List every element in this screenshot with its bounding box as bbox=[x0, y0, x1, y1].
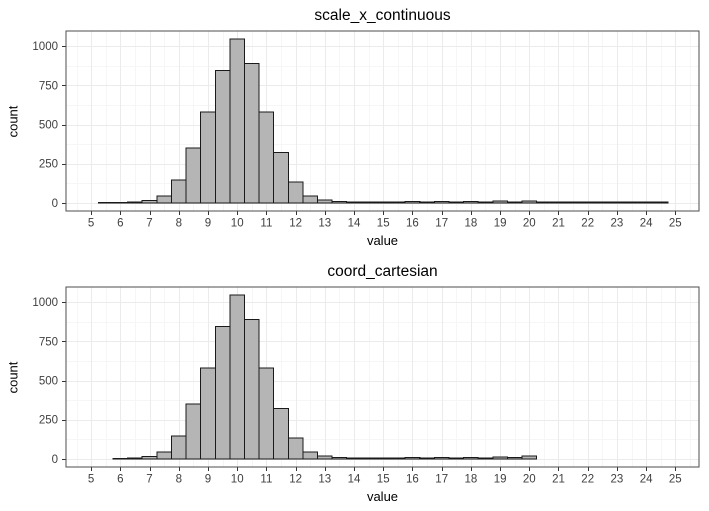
svg-text:8: 8 bbox=[176, 474, 182, 486]
svg-text:21: 21 bbox=[552, 218, 565, 230]
svg-text:15: 15 bbox=[377, 474, 390, 486]
svg-text:17: 17 bbox=[435, 218, 448, 230]
svg-text:9: 9 bbox=[205, 474, 211, 486]
svg-text:14: 14 bbox=[348, 218, 361, 230]
svg-text:500: 500 bbox=[39, 120, 58, 132]
svg-text:19: 19 bbox=[494, 218, 507, 230]
svg-text:12: 12 bbox=[289, 474, 302, 486]
svg-text:24: 24 bbox=[640, 218, 653, 230]
histogram-plot: 5 6 7 8 9 10 11 12 13 14 15 16 17 18 19 20 21 22 23 24 25025… bbox=[32, 30, 700, 230]
svg-text:16: 16 bbox=[406, 474, 419, 486]
svg-text:14: 14 bbox=[348, 474, 361, 486]
svg-text:13: 13 bbox=[318, 474, 331, 486]
svg-text:23: 23 bbox=[611, 474, 624, 486]
svg-text:17: 17 bbox=[435, 474, 448, 486]
svg-text:13: 13 bbox=[318, 218, 331, 230]
svg-text:6: 6 bbox=[117, 218, 123, 230]
svg-text:11: 11 bbox=[260, 218, 272, 230]
svg-text:6: 6 bbox=[117, 474, 123, 486]
svg-text:23: 23 bbox=[611, 218, 624, 230]
svg-text:20: 20 bbox=[523, 218, 536, 230]
y-axis-title: count bbox=[5, 105, 21, 137]
svg-text:16: 16 bbox=[406, 218, 419, 230]
svg-text:500: 500 bbox=[39, 376, 58, 388]
svg-text:10: 10 bbox=[231, 474, 244, 486]
svg-text:5: 5 bbox=[88, 218, 94, 230]
svg-text:0: 0 bbox=[52, 454, 58, 466]
svg-text:250: 250 bbox=[39, 159, 58, 171]
svg-text:10: 10 bbox=[231, 218, 244, 230]
svg-text:12: 12 bbox=[289, 218, 302, 230]
svg-text:1000: 1000 bbox=[32, 41, 58, 53]
y-axis-title: count bbox=[5, 361, 21, 393]
svg-text:20: 20 bbox=[523, 474, 536, 486]
svg-text:750: 750 bbox=[39, 336, 58, 348]
svg-text:9: 9 bbox=[205, 218, 211, 230]
svg-text:18: 18 bbox=[465, 474, 478, 486]
svg-text:15: 15 bbox=[377, 218, 390, 230]
chart-coord-cartesian: coord_cartesian 5 6 7 8 9 10 11 12 13 14 15 16 17 18 1… bbox=[0, 256, 709, 511]
svg-text:5: 5 bbox=[88, 474, 94, 486]
svg-text:25: 25 bbox=[669, 474, 682, 486]
svg-text:250: 250 bbox=[39, 415, 58, 427]
svg-text:11: 11 bbox=[260, 474, 272, 486]
histogram-plot: 5 6 7 8 9 10 11 12 13 14 15 16 17 18 19 20 21 22 23 24 25025… bbox=[32, 286, 700, 486]
svg-text:750: 750 bbox=[39, 80, 58, 92]
x-axis-title: value bbox=[366, 489, 399, 504]
svg-text:21: 21 bbox=[552, 474, 565, 486]
svg-text:22: 22 bbox=[581, 474, 594, 486]
chart-title: scale_x_continuous bbox=[314, 7, 451, 24]
svg-text:22: 22 bbox=[581, 218, 594, 230]
svg-text:1000: 1000 bbox=[32, 297, 58, 309]
svg-text:18: 18 bbox=[465, 218, 478, 230]
svg-text:7: 7 bbox=[146, 474, 152, 486]
svg-text:8: 8 bbox=[176, 218, 182, 230]
x-axis-title: value bbox=[366, 233, 399, 248]
svg-text:25: 25 bbox=[669, 218, 682, 230]
chart-scale-x-continuous: scale_x_continuous 5 6 7 8 9 10 11 12 13 14 15 16 17… bbox=[0, 0, 709, 255]
svg-text:19: 19 bbox=[494, 474, 507, 486]
svg-text:24: 24 bbox=[640, 474, 653, 486]
chart-title: coord_cartesian bbox=[327, 263, 438, 280]
svg-text:7: 7 bbox=[146, 218, 152, 230]
svg-text:0: 0 bbox=[52, 198, 58, 210]
